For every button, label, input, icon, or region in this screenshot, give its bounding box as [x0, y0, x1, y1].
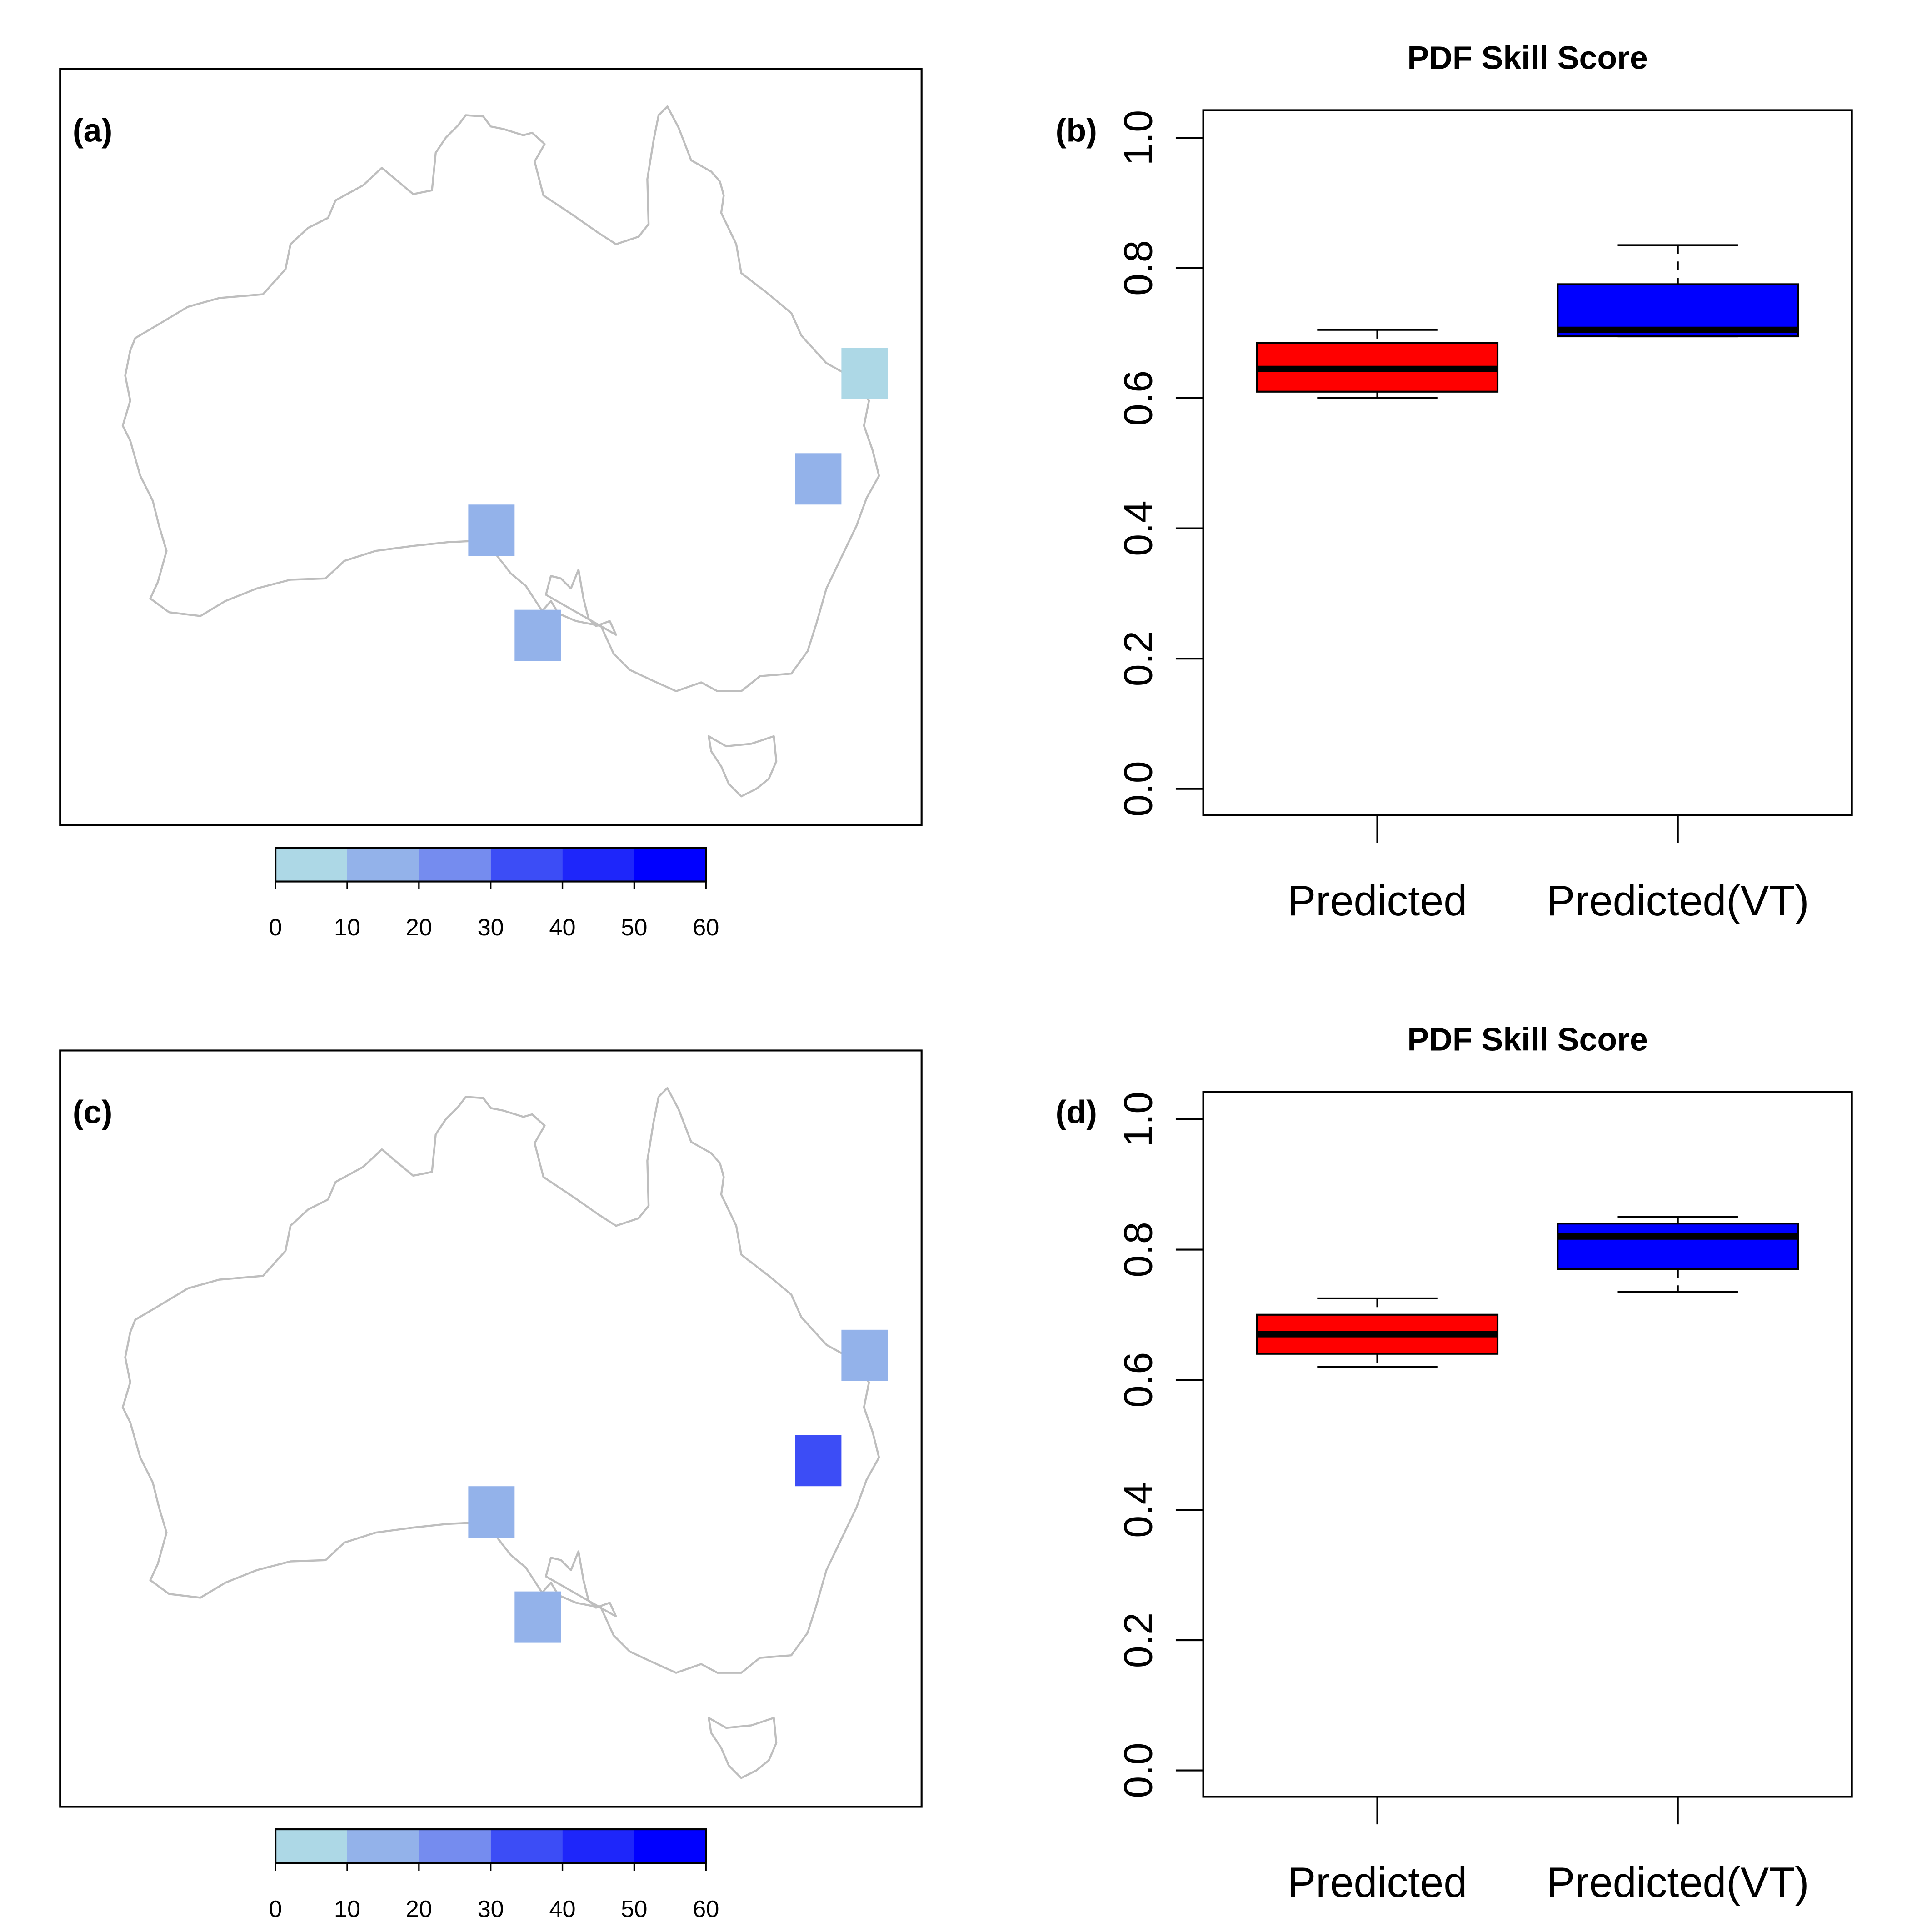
panel-label: (b): [1055, 112, 1097, 149]
y-tick-label: 0.4: [1116, 500, 1161, 556]
colorbar-tick-label: 0: [269, 1896, 282, 1922]
map-frame: [59, 68, 923, 826]
colorbar-segment: [275, 848, 347, 882]
map-frame: [59, 1049, 923, 1808]
panel-label: (c): [73, 1094, 113, 1130]
x-tick-label: Predicted(VT): [1547, 877, 1809, 924]
grid-cell-e-coast: [795, 453, 842, 505]
colorbar-segment: [634, 848, 706, 882]
y-tick-label: 0.0: [1116, 1742, 1161, 1798]
colorbar-tick-label: 20: [406, 1896, 432, 1922]
box-predicted-vt: [1557, 1216, 1799, 1293]
colorbar-tick-label: 30: [478, 1896, 504, 1922]
panel-c-map: (c): [59, 1049, 923, 1808]
panel-label: (d): [1055, 1094, 1097, 1130]
iqr-box: [1557, 1223, 1799, 1270]
x-tick-label: Predicted(VT): [1547, 1858, 1809, 1906]
colorbar-tick-label: 30: [478, 914, 504, 941]
colorbar-c: 0 10 20 30 40 50 60: [269, 1828, 719, 1922]
y-tick-label: 0.4: [1116, 1482, 1161, 1538]
box-predicted: [1256, 329, 1499, 399]
colorbar-tick-label: 50: [621, 1896, 647, 1922]
colorbar-tick-label: 60: [693, 1896, 719, 1922]
grid-cell-gulf: [514, 1591, 561, 1643]
panel-label: (a): [73, 112, 113, 149]
chart-title: PDF Skill Score: [1407, 40, 1647, 76]
y-tick-label: 0.2: [1116, 631, 1161, 687]
grid-cell-e-coast: [795, 1435, 842, 1487]
colorbar-tick-label: 50: [621, 914, 647, 941]
panel-b-boxplot: 0.0 0.2 0.4 0.6 0.8 1.0 Predicted Predicted(VT): [1116, 109, 1853, 924]
x-tick-label: Predicted: [1288, 877, 1468, 924]
grid-cell-gulf: [514, 609, 561, 661]
panel-a-map: (a): [59, 68, 923, 826]
colorbar-segment: [562, 1829, 634, 1863]
colorbar-tick-label: 10: [334, 914, 360, 941]
chart-title: PDF Skill Score: [1407, 1021, 1647, 1058]
grid-cell-ne-coast: [841, 1329, 888, 1381]
plot-frame: [1202, 1091, 1853, 1798]
plot-frame: [1202, 109, 1853, 816]
colorbar-segment: [562, 848, 634, 882]
y-tick-label: 0.2: [1116, 1612, 1161, 1668]
colorbar-tick-label: 20: [406, 914, 432, 941]
box-predicted-vt: [1557, 244, 1799, 338]
colorbar-segment: [347, 848, 419, 882]
grid-cell-south-central: [468, 504, 515, 556]
y-tick-label: 0.8: [1116, 1222, 1161, 1278]
colorbar-tick-label: 60: [693, 914, 719, 941]
colorbar-tick-label: 40: [549, 1896, 575, 1922]
grid-cell-ne-coast: [841, 348, 888, 399]
colorbar-segment: [419, 1829, 491, 1863]
colorbar-segment: [634, 1829, 706, 1863]
x-tick-label: Predicted: [1288, 1858, 1468, 1906]
colorbar-tick-label: 40: [549, 914, 575, 941]
colorbar-tick-label: 10: [334, 1896, 360, 1922]
y-tick-label: 0.8: [1116, 240, 1161, 296]
panel-d-boxplot: 0.0 0.2 0.4 0.6 0.8 1.0 Predicted Predicted(VT): [1116, 1091, 1853, 1906]
y-tick-label: 0.0: [1116, 761, 1161, 817]
colorbar-segment: [347, 1829, 419, 1863]
colorbar-a: 0 10 20 30 40 50 60: [269, 847, 719, 941]
colorbar-segment: [275, 1829, 347, 1863]
colorbar-tick-label: 0: [269, 914, 282, 941]
y-tick-label: 1.0: [1116, 1092, 1161, 1148]
box-predicted: [1256, 1297, 1499, 1368]
y-tick-label: 0.6: [1116, 370, 1161, 426]
grid-cell-south-central: [468, 1486, 515, 1538]
colorbar-segment: [419, 848, 491, 882]
y-tick-label: 1.0: [1116, 110, 1161, 166]
y-tick-label: 0.6: [1116, 1352, 1161, 1408]
colorbar-segment: [490, 1829, 563, 1863]
colorbar-segment: [490, 848, 563, 882]
